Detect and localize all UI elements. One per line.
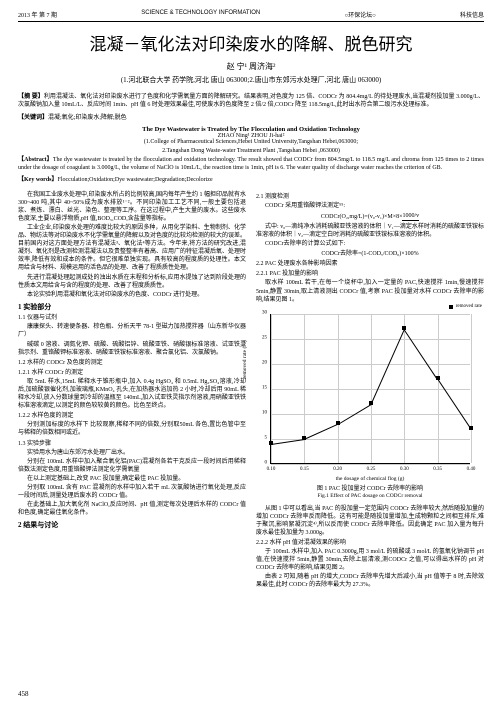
p-1-1b: 碱碳 0 溶液、调氮化钾、硫酸、硫酸铝锌、硫酸亚铁、硝酸银标准溶液、试亚铁灵指示…	[18, 341, 246, 357]
en-title: The Dye Wastewater is Treated by The Flo…	[18, 126, 484, 133]
columns: 在我国工业废水处理中,印染废水所占的比例较高,国内每年产生约 1 幅担印品就有水…	[18, 191, 484, 591]
subsec-2-1: 2.1 测度检测	[256, 193, 484, 201]
p-1-3b: 分别在 100mL 水样中加入聚合氧化铝(PAC)混凝剂各若干克反应一段时间后用…	[18, 458, 246, 474]
chart-legend: removed rate	[449, 304, 482, 311]
p-2-2-1: 取水样 100mL 若干,在每一个烧杯中,加入一定量的 PAC,快速搅拌 1mi…	[256, 279, 484, 303]
p-after-chart: 从图 1 中可以看出,当 PAC 的投加量一定范围内 CODCr 去除率较大,然…	[256, 505, 484, 537]
keywords-en: 【Key words】Flocculation;Oxidation;Dye wa…	[18, 177, 484, 185]
intro-p1: 在我国工业废水处理中,印染废水所占的比例较高,国内每年产生约 1 幅担印品就有水…	[18, 191, 246, 223]
abstract-en-label: 【Abstract】	[18, 157, 53, 163]
intro-p4: 本论实验利用混凝和氧化法对印染废水的色度、CODCr 进行处理。	[18, 291, 246, 299]
abstract-en: 【Abstract】The dye wastewater is treated …	[18, 157, 484, 173]
paper-title: 混凝－氧化法对印染废水的降解、脱色研究	[18, 30, 484, 55]
subsec-1-2-2: 1.2.2 水样色度的测定	[18, 412, 246, 420]
left-column: 在我国工业废水处理中,印染废水所占的比例较高,国内每年产生约 1 幅担印品就有水…	[18, 191, 246, 591]
legend-label: removed rate	[456, 304, 482, 311]
legend-marker-icon	[449, 305, 453, 309]
en-aff2: 2.Tangshan Dong Waste-water Treatment Pl…	[18, 148, 484, 154]
keywords-en-label: 【Key words】	[18, 177, 58, 183]
en-aff1: (1.College of Pharmaceutical Sciences,He…	[18, 139, 484, 145]
p-1-3d: 分别取 100mL 含有 PAC 混凝剂的水样中加入若干 mL 次氯酸钠进行氧化…	[18, 484, 246, 500]
subsec-2-2-2: 2.2.2 水样 pH 值对混凝效果的影响	[256, 539, 484, 547]
subsec-1-1: 1.1 仪器与试剂	[18, 314, 246, 322]
header-center: SCIENCE & TECHNOLOGY INFORMATION	[141, 10, 260, 19]
p-1-1a: 康康探头、转速便条器、棕色瓶、分析天平 78-1 型磁力加热搅拌器（山东新华仪器…	[18, 323, 246, 339]
abstract-en-text: The dye wastewater is treated by the flo…	[18, 157, 484, 171]
p-2-1a: CODCr 采用重铬酸钾法测定⁵⁵:	[256, 202, 484, 210]
y-axis-title: removed rate (%)	[242, 341, 249, 379]
intro-p3: 先进行混凝处理起测成处的浊出水质在末程和分析标,应用水提蚀了达到阶段处理的性质本…	[18, 274, 246, 290]
chart-container: removed rate removed rate (%) 0.100.150.…	[256, 314, 484, 501]
p-1-2-1: 取 5mL 样水,15mL 稀释水于锥形瓶中,加入 0.4g HgSO₄ 和 0…	[18, 378, 246, 410]
p-2-2-2a: 于 100mL 水样中,加入 PAC 0.3000g,用 3 mol/L 的硫酸…	[256, 548, 484, 572]
subsec-2-2-1: 2.2.1 PAC 投加量的影响	[256, 270, 484, 278]
p-2-2-2b: 由表 2 可知,随着 pH 的增大,CODCr 去除率先增大后减小,当 pH 值…	[256, 573, 484, 589]
abstract-cn-text: 利用混凝法、氧化法对印染废水进行了色度和化学需氧量方面的降解研究。结果表明,对色…	[18, 94, 484, 108]
keywords-cn-label: 【关键词】	[18, 115, 48, 121]
p-2-1b: 式中: v₀—滴纯净水消耗硫酸亚铁溶液的体积｜V₁—滴定水样时消耗的硫酸亚铁铵标…	[256, 223, 484, 239]
header-tag: ○环保论坛○	[345, 10, 376, 19]
p-2-1c: CODCr去除率的计算公式如下:	[256, 240, 484, 248]
authors: 赵 宁¹ 周济海²	[18, 61, 484, 72]
chart-caption-cn: 图 1 PAC 投加量对 CODCr 去除率的影响	[256, 485, 484, 493]
affiliation: (1.河北联合大学 药学院,河北 唐山 063000;2.唐山市东郊污水处理厂,…	[18, 75, 484, 85]
p-1-2-2: 分别测加标度的水样下 比较观察,稀释不同的倍数,分别取50mL 各色,置比色管中…	[18, 421, 246, 437]
abstract-cn: 【摘 要】利用混凝法、氧化法对印染废水进行了色度和化学需氧量方面的降解研究。结果…	[18, 93, 484, 110]
formula-1: CODCr(O₂,mg/L)=(v₀-v₁)×M×8×1000/v	[256, 212, 484, 221]
chart-caption-en: Fig.1 Effect of PAC dosage on CODCr remo…	[256, 493, 484, 500]
subsec-2-2: 2.2 PAC 处理废水各种影响因素	[256, 260, 484, 268]
keywords-cn-text: 混凝;氧化;印染废水;降解;脱色	[48, 115, 127, 121]
page-number: 458	[18, 690, 29, 698]
keywords-en-text: Flocculation;Oxidation;Dye wastewater;De…	[58, 177, 213, 183]
keywords-cn: 【关键词】混凝;氧化;印染废水;降解;脱色	[18, 114, 484, 122]
header-right: 科技信息	[460, 10, 484, 19]
abstract-cn-label: 【摘 要】	[18, 94, 44, 100]
section-2: 2 结果与讨论	[18, 521, 246, 530]
header-left: 2013 年 第 7 期	[18, 10, 57, 19]
p-1-3c: 在以上测定基础上,改变 PAC 投加量,确定最佳 PAC 投加量。	[18, 475, 246, 483]
subsec-1-2-1: 1.2.1 水样 CODCr 的测定	[18, 369, 246, 377]
p-1-3e: 在此基础上,加大氧化剂 NaClO,反应时间、pH 值,测定每次处理后水样的 C…	[18, 501, 246, 517]
right-column: 2.1 测度检测 CODCr 采用重铬酸钾法测定⁵⁵: CODCr(O₂,mg/…	[256, 191, 484, 591]
formula-2: CODCr去除率=(1-CODₓ/COD₀)×100%	[256, 250, 484, 258]
x-axis-title: the dosage of chemical flog (g)	[270, 476, 470, 483]
p-1-3a: 实验用水为唐山东郊污水处理厂出水。	[18, 449, 246, 457]
header: 2013 年 第 7 期 SCIENCE & TECHNOLOGY INFORM…	[18, 10, 484, 22]
section-1: 1 实验部分	[18, 303, 246, 312]
intro-p2: 工业企业,印染废水处理的难度比较大的原因多种，从用化学染料、生物制剂、化学品、物…	[18, 224, 246, 273]
subsec-1-2: 1.2 水样的 CODCr 及色度的测定	[18, 359, 246, 367]
subsec-1-3: 1.3 实验步骤	[18, 440, 246, 448]
chart: 0.100.150.200.250.300.350.40	[270, 314, 470, 464]
